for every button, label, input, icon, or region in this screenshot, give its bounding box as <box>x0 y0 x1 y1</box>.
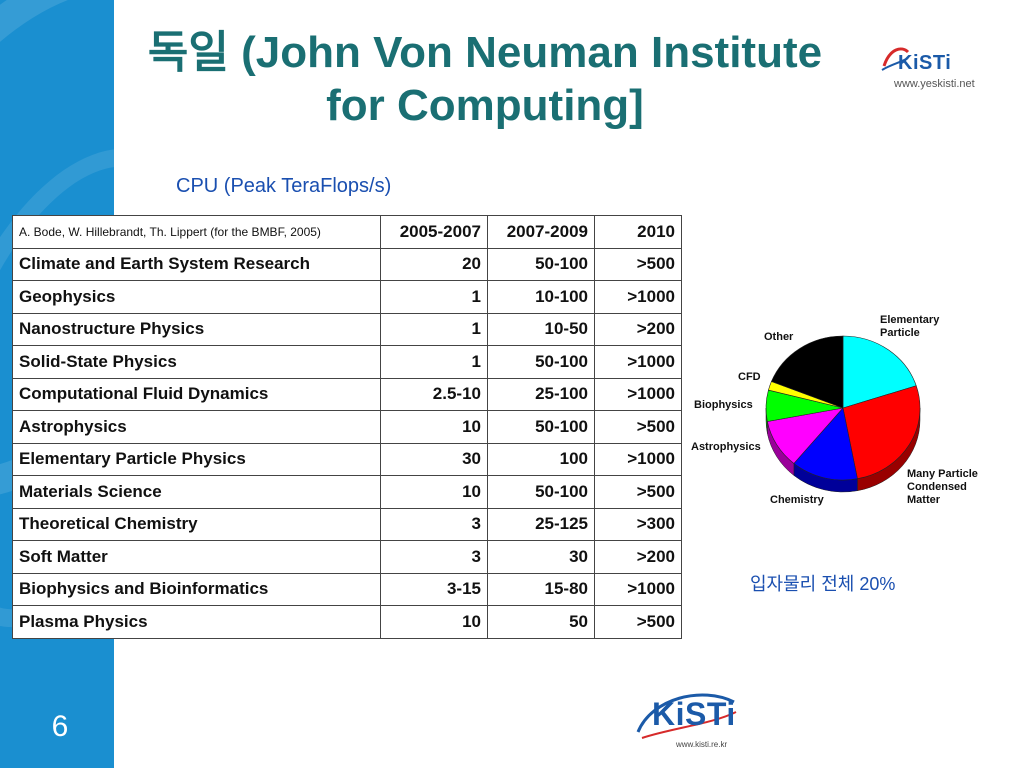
kisti-logo-top: KiSTi www.yeskisti.net <box>880 42 1000 98</box>
research-field-cell: Computational Fluid Dynamics <box>12 377 381 411</box>
teraflops-value-cell: 2.5-10 <box>380 377 488 411</box>
research-field-cell: Theoretical Chemistry <box>12 507 381 541</box>
teraflops-value-cell: 10 <box>380 475 488 509</box>
teraflops-value-cell: 3 <box>380 540 488 574</box>
teraflops-value-cell: 20 <box>380 247 488 281</box>
teraflops-value-cell: 1 <box>380 345 488 379</box>
teraflops-value-cell: 25-125 <box>487 507 595 541</box>
table-row: Plasma Physics 10 50 >500 <box>12 605 682 639</box>
teraflops-value-cell: >500 <box>594 247 682 281</box>
research-field-cell: Nanostructure Physics <box>12 312 381 346</box>
table-row: Computational Fluid Dynamics 2.5-10 25-100… <box>12 377 682 411</box>
teraflops-value-cell: >1000 <box>594 345 682 379</box>
table-subtitle: CPU (Peak TeraFlops/s) <box>176 175 392 197</box>
column-header: 2005-2007 <box>380 215 488 249</box>
teraflops-value-cell: >1000 <box>594 572 682 606</box>
logo-swirl-icon <box>636 693 737 739</box>
table-row: Nanostructure Physics 1 10-50 >200 <box>12 312 682 346</box>
teraflops-value-cell: 100 <box>487 442 595 476</box>
teraflops-value-cell: 10 <box>380 605 488 639</box>
research-field-cell: Geophysics <box>12 280 381 314</box>
table-row: Climate and Earth System Research 20 50-10… <box>12 247 682 281</box>
teraflops-value-cell: >200 <box>594 312 682 346</box>
research-field-cell: Plasma Physics <box>12 605 381 639</box>
teraflops-value-cell: 10 <box>380 410 488 444</box>
teraflops-value-cell: >1000 <box>594 377 682 411</box>
logo-url-text: www.yeskisti.net <box>894 78 975 90</box>
logo-brand-text: KiSTi <box>652 696 736 732</box>
table-row: Elementary Particle Physics 30 100 >1000 <box>12 442 682 476</box>
table-row: Biophysics and Bioinformatics 3-15 15-80 >1… <box>12 572 682 606</box>
table-row: Theoretical Chemistry 3 25-125 >300 <box>12 507 682 541</box>
slide-title: 독일 (John Von Neuman Institute for Comput… <box>120 26 850 132</box>
teraflops-value-cell: 50-100 <box>487 410 595 444</box>
logo-swirl-icon <box>881 47 910 71</box>
teraflops-value-cell: >500 <box>594 410 682 444</box>
pie-slice <box>842 335 917 409</box>
research-field-cell: Elementary Particle Physics <box>12 442 381 476</box>
kisti-logo-bottom: KiSTi www.kisti.re.kr <box>632 688 742 750</box>
teraflops-value-cell: 30 <box>487 540 595 574</box>
teraflops-value-cell: >200 <box>594 540 682 574</box>
teraflops-value-cell: >1000 <box>594 442 682 476</box>
teraflops-value-cell: 50-100 <box>487 475 595 509</box>
title-line-1: 독일 (John Von Neuman Institute <box>147 28 823 77</box>
pie-chart-svg: Elementary Particle Many Particle Condensed… <box>691 314 978 506</box>
pie-slice <box>771 335 844 409</box>
teraflops-value-cell: 30 <box>380 442 488 476</box>
table-row: Geophysics 1 10-100 >1000 <box>12 280 682 314</box>
teraflops-value-cell: 1 <box>380 280 488 314</box>
pie-slice-label: Chemistry <box>770 494 825 506</box>
logo-brand-text: KiSTi <box>898 52 952 74</box>
teraflops-value-cell: 25-100 <box>487 377 595 411</box>
cpu-requirements-table: A. Bode, W. Hillebrandt, Th. Lippert (fo… <box>12 215 682 639</box>
teraflops-value-cell: 50-100 <box>487 247 595 281</box>
pie-slice <box>842 385 921 480</box>
teraflops-value-cell: >500 <box>594 475 682 509</box>
research-field-cell: Materials Science <box>12 475 381 509</box>
research-field-cell: Solid-State Physics <box>12 345 381 379</box>
pie-slice-label: CFD <box>738 371 761 383</box>
pie-slice <box>793 407 858 481</box>
logo-url-text: www.kisti.re.kr <box>676 740 728 749</box>
teraflops-value-cell: 3 <box>380 507 488 541</box>
teraflops-value-cell: 50-100 <box>487 345 595 379</box>
column-header: 2010 <box>594 215 682 249</box>
table-row: Soft Matter 3 30 >200 <box>12 540 682 574</box>
teraflops-value-cell: 3-15 <box>380 572 488 606</box>
pie-slice-label: Astrophysics <box>691 441 761 453</box>
pie-slice-label: Many Particle Condensed Matter <box>907 468 978 506</box>
teraflops-value-cell: >500 <box>594 605 682 639</box>
research-field-cell: Biophysics and Bioinformatics <box>12 572 381 606</box>
research-field-cell: Soft Matter <box>12 540 381 574</box>
particle-physics-note: 입자물리 전체 20% <box>750 574 896 594</box>
pie-chart: Elementary Particle Many Particle Condensed… <box>688 305 998 520</box>
teraflops-value-cell: 1 <box>380 312 488 346</box>
table-row: Astrophysics 10 50-100 >500 <box>12 410 682 444</box>
table-row: Materials Science 10 50-100 >500 <box>12 475 682 509</box>
teraflops-value-cell: 10-50 <box>487 312 595 346</box>
teraflops-value-cell: 15-80 <box>487 572 595 606</box>
teraflops-value-cell: 50 <box>487 605 595 639</box>
pie-slice-label: Biophysics <box>694 399 753 411</box>
slide-number: 6 <box>51 710 69 743</box>
title-line-2: for Computing] <box>326 81 644 130</box>
research-field-cell: Climate and Earth System Research <box>12 247 381 281</box>
research-field-cell: Astrophysics <box>12 410 381 444</box>
teraflops-value-cell: >300 <box>594 507 682 541</box>
teraflops-value-cell: 10-100 <box>487 280 595 314</box>
column-header: 2007-2009 <box>487 215 595 249</box>
pie-slice-label: Other <box>764 331 794 343</box>
source-citation: A. Bode, W. Hillebrandt, Th. Lippert (fo… <box>12 215 381 249</box>
table-header-row: A. Bode, W. Hillebrandt, Th. Lippert (fo… <box>12 215 682 249</box>
teraflops-value-cell: >1000 <box>594 280 682 314</box>
pie-slice-label: Elementary Particle <box>880 314 940 339</box>
table-row: Solid-State Physics 1 50-100 >1000 <box>12 345 682 379</box>
